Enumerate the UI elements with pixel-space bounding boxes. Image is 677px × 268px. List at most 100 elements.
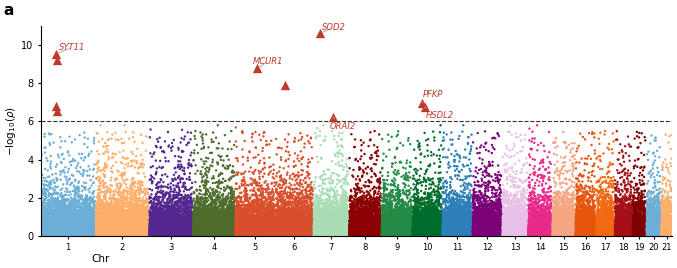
- Point: [116, 226, 127, 230]
- Point: [157, 226, 168, 230]
- Point: [472, 199, 483, 203]
- Point: [455, 220, 466, 224]
- Point: [172, 230, 183, 234]
- Point: [158, 232, 169, 237]
- Point: [433, 189, 443, 193]
- Point: [95, 188, 106, 192]
- Point: [474, 209, 485, 213]
- Point: [557, 231, 568, 235]
- Point: [131, 214, 142, 218]
- Point: [393, 220, 404, 225]
- Point: [95, 207, 106, 211]
- Point: [37, 179, 47, 183]
- Point: [277, 229, 288, 233]
- Point: [397, 228, 408, 232]
- Point: [135, 199, 146, 203]
- Point: [666, 219, 677, 223]
- Point: [403, 208, 414, 212]
- Point: [313, 231, 324, 235]
- Point: [441, 210, 452, 215]
- Point: [536, 233, 546, 238]
- Point: [249, 228, 260, 232]
- Point: [590, 225, 600, 229]
- Point: [643, 231, 654, 235]
- Point: [502, 231, 513, 235]
- Point: [204, 223, 215, 227]
- Point: [351, 232, 362, 236]
- Point: [262, 207, 273, 211]
- Point: [441, 232, 452, 236]
- Point: [553, 228, 564, 232]
- Point: [272, 231, 283, 235]
- Point: [238, 233, 249, 237]
- Point: [42, 232, 53, 237]
- Point: [267, 227, 278, 232]
- Point: [138, 233, 149, 237]
- Point: [386, 226, 397, 230]
- Point: [621, 227, 632, 232]
- Point: [83, 230, 93, 234]
- Point: [468, 225, 479, 229]
- Point: [257, 193, 268, 197]
- Point: [338, 215, 349, 219]
- Point: [324, 196, 335, 200]
- Point: [403, 231, 414, 236]
- Point: [391, 224, 401, 228]
- Point: [591, 225, 602, 229]
- Point: [276, 232, 287, 236]
- Point: [662, 208, 673, 213]
- Point: [468, 196, 479, 200]
- Point: [588, 225, 598, 229]
- Point: [362, 226, 372, 231]
- Point: [121, 219, 132, 223]
- Point: [460, 219, 471, 223]
- Point: [305, 182, 316, 187]
- Point: [260, 230, 271, 234]
- Point: [484, 233, 495, 237]
- Point: [179, 231, 190, 235]
- Point: [147, 224, 158, 228]
- Point: [461, 214, 472, 218]
- Point: [307, 221, 318, 226]
- Point: [110, 230, 121, 234]
- Point: [358, 227, 369, 231]
- Point: [243, 219, 254, 224]
- Point: [115, 210, 126, 215]
- Point: [145, 230, 156, 234]
- Point: [488, 230, 499, 234]
- Point: [244, 231, 255, 236]
- Point: [539, 205, 550, 210]
- Point: [416, 167, 427, 171]
- Point: [253, 225, 263, 229]
- Point: [450, 216, 460, 220]
- Point: [97, 220, 108, 225]
- Point: [288, 207, 299, 211]
- Point: [118, 190, 129, 194]
- Point: [216, 233, 227, 237]
- Point: [561, 176, 571, 181]
- Point: [634, 207, 645, 211]
- Point: [386, 230, 397, 234]
- Point: [578, 223, 589, 227]
- Point: [423, 220, 434, 224]
- Point: [165, 232, 175, 236]
- Point: [72, 214, 83, 218]
- Point: [563, 232, 573, 236]
- Point: [295, 225, 306, 229]
- Point: [375, 226, 386, 231]
- Point: [289, 139, 300, 143]
- Point: [514, 214, 525, 219]
- Point: [406, 213, 416, 217]
- Point: [465, 202, 476, 206]
- Point: [169, 221, 180, 225]
- Point: [659, 228, 670, 232]
- Point: [665, 187, 676, 192]
- Point: [127, 233, 137, 238]
- Point: [573, 219, 584, 223]
- Point: [462, 212, 473, 216]
- Point: [657, 228, 668, 232]
- Point: [475, 228, 486, 232]
- Point: [327, 232, 338, 237]
- Point: [388, 230, 399, 234]
- Point: [257, 230, 268, 234]
